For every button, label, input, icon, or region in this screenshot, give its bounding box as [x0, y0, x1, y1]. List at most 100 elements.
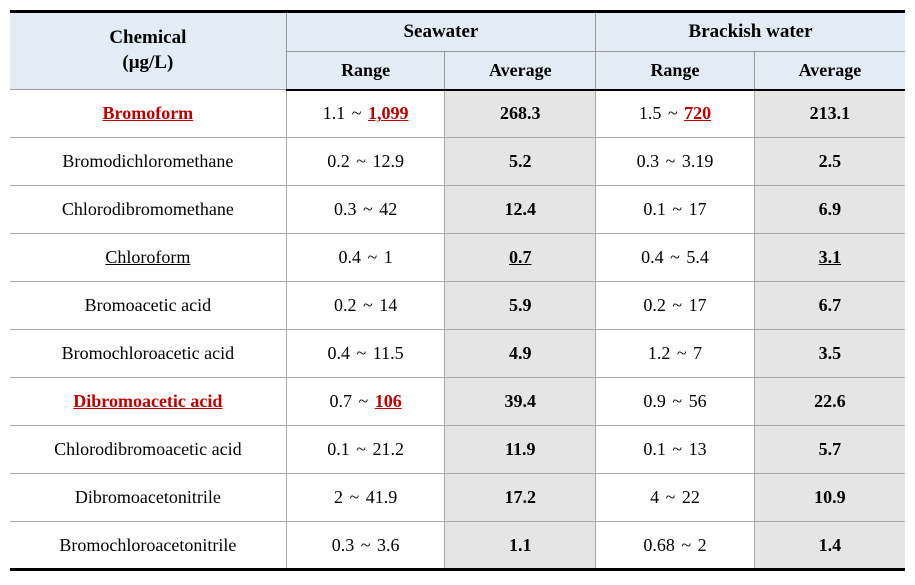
table-row: Bromoform1.1 ~ 1,099268.31.5 ~ 720213.1 [10, 90, 905, 138]
chemical-name-cell: Bromochloroacetonitrile [10, 522, 286, 570]
seawater-average-cell: 268.3 [445, 90, 596, 138]
header-seawater-average: Average [445, 52, 596, 90]
seawater-range-cell: 0.2 ~ 14 [286, 282, 445, 330]
seawater-range-cell: 2 ~ 41.9 [286, 474, 445, 522]
seawater-average: 12.4 [505, 199, 537, 219]
chemical-name-cell: Chloroform [10, 234, 286, 282]
brackish-average: 1.4 [819, 535, 842, 555]
brackish-range-high: 2 [698, 535, 707, 555]
tilde-separator: ~ [666, 439, 689, 459]
seawater-range-cell: 0.4 ~ 1 [286, 234, 445, 282]
seawater-range-low: 0.4 [338, 247, 361, 267]
brackish-range-cell: 1.2 ~ 7 [596, 330, 755, 378]
brackish-range-high: 17 [689, 199, 707, 219]
tilde-separator: ~ [675, 535, 698, 555]
chemical-name: Bromodichloromethane [62, 151, 233, 171]
table-row: Dibromoacetonitrile2 ~ 41.917.24 ~ 2210.… [10, 474, 905, 522]
seawater-range-cell: 0.1 ~ 21.2 [286, 426, 445, 474]
seawater-range-low: 1.1 [323, 103, 346, 123]
brackish-range-high: 17 [689, 295, 707, 315]
brackish-range-cell: 0.9 ~ 56 [596, 378, 755, 426]
seawater-average: 0.7 [509, 247, 532, 267]
brackish-range-high: 7 [693, 343, 702, 363]
table-row: Bromochloroacetonitrile0.3 ~ 3.61.10.68 … [10, 522, 905, 570]
brackish-range-low: 1.2 [648, 343, 671, 363]
brackish-average: 3.1 [819, 247, 842, 267]
seawater-average-cell: 5.9 [445, 282, 596, 330]
brackish-average: 2.5 [819, 151, 842, 171]
chemical-name-cell: Chlorodibromoacetic acid [10, 426, 286, 474]
brackish-range-low: 0.2 [643, 295, 666, 315]
seawater-range-high: 11.5 [373, 343, 404, 363]
brackish-range-high: 720 [684, 103, 711, 123]
brackish-range-high: 3.19 [682, 151, 714, 171]
seawater-range-cell: 0.3 ~ 3.6 [286, 522, 445, 570]
tilde-separator: ~ [664, 247, 687, 267]
brackish-average-cell: 10.9 [754, 474, 905, 522]
seawater-range-cell: 0.7 ~ 106 [286, 378, 445, 426]
brackish-range-high: 13 [689, 439, 707, 459]
table-body: Bromoform1.1 ~ 1,099268.31.5 ~ 720213.1B… [10, 90, 905, 570]
chemical-name-cell: Bromoform [10, 90, 286, 138]
tilde-separator: ~ [350, 439, 373, 459]
tilde-separator: ~ [666, 391, 689, 411]
brackish-average: 213.1 [810, 103, 851, 123]
seawater-average: 268.3 [500, 103, 541, 123]
seawater-range-high: 14 [379, 295, 397, 315]
seawater-average: 11.9 [505, 439, 536, 459]
brackish-range-cell: 0.1 ~ 17 [596, 186, 755, 234]
table-row: Chlorodibromomethane0.3 ~ 4212.40.1 ~ 17… [10, 186, 905, 234]
seawater-range-high: 106 [375, 391, 402, 411]
table-row: Chlorodibromoacetic acid 0.1 ~ 21.2 11.9 0.… [10, 426, 905, 474]
seawater-average-cell: 12.4 [445, 186, 596, 234]
seawater-average-cell: 5.2 [445, 138, 596, 186]
seawater-range-low: 0.2 [327, 151, 350, 171]
seawater-average-cell: 39.4 [445, 378, 596, 426]
tilde-separator: ~ [356, 199, 379, 219]
tilde-separator: ~ [666, 295, 689, 315]
seawater-average: 4.9 [509, 343, 532, 363]
table-row: Bromodichloromethane0.2 ~ 12.95.20.3 ~ 3… [10, 138, 905, 186]
brackish-range-cell: 0.1 ~ 13 [596, 426, 755, 474]
header-chemical-line2: (μg/L) [122, 52, 173, 73]
tilde-separator: ~ [361, 247, 384, 267]
table-row: Bromochloroacetic acid0.4 ~ 11.54.91.2 ~… [10, 330, 905, 378]
chemical-name-cell: Chlorodibromomethane [10, 186, 286, 234]
seawater-range-low: 0.3 [332, 535, 355, 555]
seawater-range-low: 0.2 [334, 295, 357, 315]
chemical-name: Dibromoacetonitrile [75, 487, 221, 507]
brackish-range-cell: 0.2 ~ 17 [596, 282, 755, 330]
seawater-range-low: 0.7 [329, 391, 352, 411]
brackish-range-cell: 0.3 ~ 3.19 [596, 138, 755, 186]
tilde-separator: ~ [350, 151, 373, 171]
brackish-range-low: 0.1 [643, 199, 666, 219]
header-seawater-range: Range [286, 52, 445, 90]
header-brackish: Brackish water [596, 12, 905, 52]
table-row: Dibromoacetic acid0.7 ~ 10639.40.9 ~ 562… [10, 378, 905, 426]
seawater-range-cell: 0.2 ~ 12.9 [286, 138, 445, 186]
brackish-average: 5.7 [819, 439, 842, 459]
chemical-name: Bromoform [103, 103, 194, 123]
seawater-range-low: 0.1 [327, 439, 350, 459]
header-seawater: Seawater [286, 12, 595, 52]
brackish-average: 6.9 [819, 199, 842, 219]
chemical-name-cell: Dibromoacetic acid [10, 378, 286, 426]
tilde-separator: ~ [356, 295, 379, 315]
chemical-name: Chlorodibromoacetic acid [54, 439, 241, 459]
chemical-name: Bromochloroacetonitrile [59, 535, 236, 555]
seawater-range-high: 12.9 [372, 151, 404, 171]
table-row: Chloroform0.4 ~ 1 0.7 0.4 ~ 5.4 3.1 [10, 234, 905, 282]
brackish-range-high: 5.4 [686, 247, 709, 267]
brackish-range-cell: 0.68 ~ 2 [596, 522, 755, 570]
brackish-average-cell: 5.7 [754, 426, 905, 474]
brackish-range-low: 0.1 [643, 439, 666, 459]
chemical-name-cell: Dibromoacetonitrile [10, 474, 286, 522]
brackish-average-cell: 3.5 [754, 330, 905, 378]
seawater-range-high: 3.6 [377, 535, 400, 555]
seawater-range-low: 0.4 [328, 343, 351, 363]
seawater-average: 39.4 [505, 391, 537, 411]
tilde-separator: ~ [354, 535, 377, 555]
brackish-average: 6.7 [819, 295, 842, 315]
tilde-separator: ~ [659, 487, 682, 507]
brackish-range-low: 0.4 [641, 247, 664, 267]
